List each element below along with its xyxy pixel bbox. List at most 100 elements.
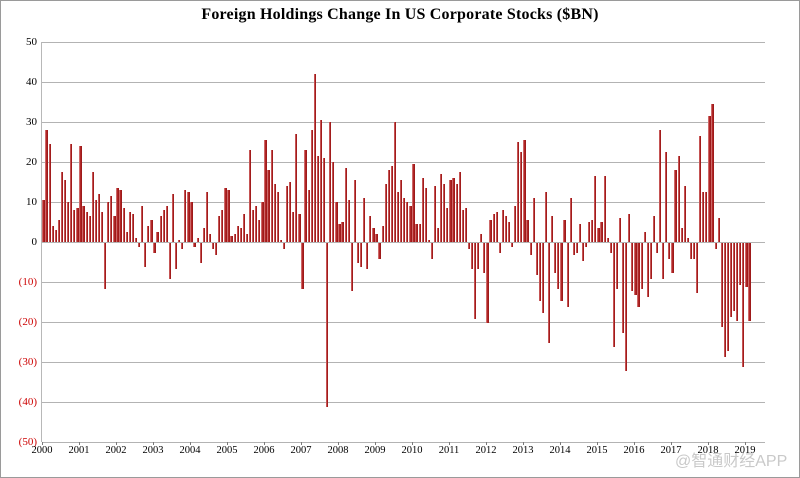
year-tick [523,442,524,445]
bar [649,243,652,279]
bar [104,243,107,289]
bar [606,238,609,242]
bar [671,243,674,273]
bar [569,198,572,242]
bar [366,243,369,269]
gridline--50 [42,442,765,443]
x-tick-label: 2001 [68,445,90,456]
bar [91,172,94,242]
bar [572,243,575,255]
bar [332,162,335,242]
bar [298,214,301,242]
gridline--10 [42,282,765,283]
bar [125,232,128,242]
x-tick-label: 2007 [290,445,312,456]
bar [202,228,205,242]
bar [205,192,208,242]
x-tick-label: 2004 [179,445,201,456]
bar [532,198,535,242]
bar [597,228,600,242]
bar [455,184,458,242]
bar [338,224,341,242]
bar [313,74,316,242]
bar [452,178,455,242]
bar [94,200,97,242]
bar [264,140,267,242]
bar [267,170,270,242]
x-tick-label: 2017 [660,445,682,456]
year-tick [671,442,672,445]
bar [168,243,171,279]
bar [745,243,748,287]
bar [477,243,480,269]
bar [517,142,520,242]
bar [48,144,51,242]
x-tick-label: 2015 [586,445,608,456]
bar [218,216,221,242]
bar [541,243,545,313]
bar [393,122,397,242]
bar [440,174,443,242]
watermark: @智通财经APP [675,453,788,470]
y-tick-label: 10 [26,196,37,208]
bar [70,144,73,242]
bar [119,190,122,242]
bar [563,220,566,242]
bar [748,243,751,321]
bar [437,228,440,242]
bar [406,202,409,242]
bar [390,166,393,242]
bar [495,212,498,242]
bar [255,206,258,242]
bar [326,243,329,407]
x-tick-label: 2008 [327,445,349,456]
bar [683,186,686,242]
bar [153,243,156,253]
x-tick-label: 2010 [401,445,423,456]
bar [156,232,159,242]
year-tick [449,442,450,445]
bar [319,120,323,242]
bar [618,218,622,242]
bar [285,186,289,242]
bar [347,200,350,242]
bar [344,168,347,242]
bar [692,243,696,259]
bar [720,243,723,327]
bar [655,243,659,253]
bar [680,228,683,242]
year-tick [116,442,117,445]
y-tick-label: 40 [26,76,37,88]
bar [252,210,255,242]
bar [79,146,82,242]
bar [350,243,353,291]
bar [566,243,569,307]
bar [67,202,70,242]
gridline-20 [42,162,765,163]
year-tick [264,442,265,445]
bar [258,220,261,242]
bar [729,243,733,317]
bar [279,240,282,242]
gridline-40 [42,82,765,83]
bar [178,240,181,242]
bar [467,243,471,249]
y-tick-label: (20) [18,316,37,328]
year-tick [301,442,302,445]
bar [535,243,538,275]
bar [480,234,483,242]
bar [73,210,76,242]
bar [199,243,202,263]
bar [239,228,242,242]
bar [538,243,541,301]
bar [400,180,403,242]
x-tick-label: 2012 [475,445,497,456]
bar [523,140,526,242]
bar [634,243,637,295]
chart-title: Foreign Holdings Change In US Corporate … [201,6,599,23]
bar [514,206,517,242]
x-tick-label: 2018 [697,445,719,456]
bar [289,182,292,242]
bar [511,243,514,247]
gridline-50 [42,42,765,43]
